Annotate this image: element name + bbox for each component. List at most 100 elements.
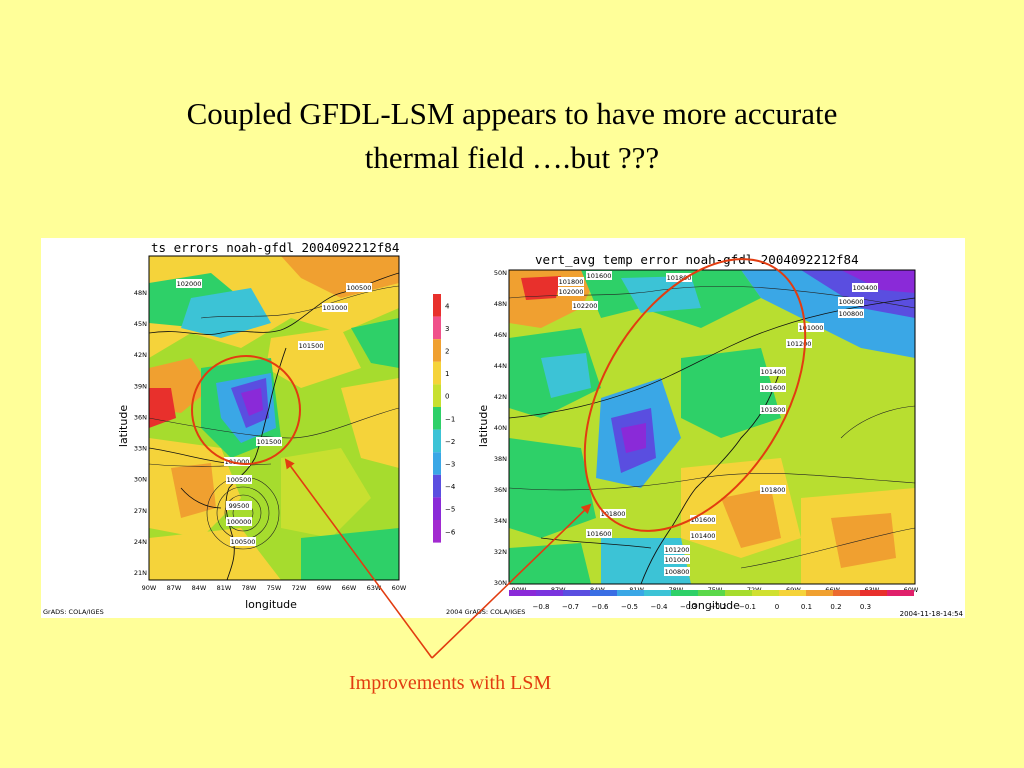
colorbar-tick-label: 0.1: [801, 603, 812, 611]
pressure-label: 101000: [665, 556, 690, 564]
lon-tick-label: 66W: [342, 584, 357, 592]
colorbar-tick-label: 2: [445, 348, 449, 356]
right-map-ylabel: latitude: [477, 405, 490, 447]
left-pressure-labels: 102000 100500 101000 101500 101500 101000 1005…: [176, 279, 372, 546]
colorbar-swatch: [433, 429, 441, 453]
pressure-label-box: [664, 545, 690, 554]
colorbar-swatch: [433, 384, 441, 407]
pressure-label-box: [690, 515, 716, 524]
pressure-label-box: [690, 531, 716, 540]
lat-tick-label: 44N: [494, 362, 507, 370]
pressure-label: 101000: [225, 458, 250, 466]
pressure-label-box: [226, 517, 252, 526]
colorbar-tick-label: −6: [445, 528, 456, 536]
lat-tick-label: 33N: [134, 445, 147, 453]
pressure-label-box: [298, 341, 324, 350]
pressure-label-box: [852, 283, 878, 292]
pressure-label-box: [226, 501, 252, 510]
colorbar-swatch: [433, 520, 441, 543]
left-colorbar: 4 3 2 1 0 −1 −2 −3 −4 −5 −6: [433, 294, 456, 543]
right-map: 1016001018001020001022001018001004001006…: [446, 252, 964, 618]
left-lon-ticks: 90W 87W 84W 81W 78W 75W 72W 69W 66W 63W 60W: [142, 584, 407, 592]
colorbar-tick-label: −4: [445, 483, 456, 491]
lat-tick-label: 32N: [494, 548, 507, 556]
colorbar-swatch: [590, 590, 617, 596]
colorbar-swatch: [860, 590, 887, 596]
left-map-field: [149, 256, 399, 580]
lat-tick-label: 21N: [134, 569, 147, 577]
lat-tick-label: 30N: [494, 579, 507, 587]
left-map-ylabel: latitude: [117, 405, 130, 447]
pressure-label-box: [230, 537, 256, 546]
lon-tick-label: 69W: [317, 584, 332, 592]
pressure-label-box: [838, 309, 864, 318]
lon-tick-label: 72W: [292, 584, 307, 592]
right-highlight-ellipse: [583, 258, 807, 532]
lon-tick-label: 78W: [242, 584, 257, 592]
colorbar-swatch: [887, 590, 914, 596]
colorbar-tick-label: −5: [445, 506, 455, 514]
colorbar-tick-label: −0.5: [621, 603, 638, 611]
colorbar-swatch: [433, 407, 441, 430]
pressure-label: 101500: [299, 342, 324, 350]
colorbar-swatch: [433, 452, 441, 475]
colorbar-tick-label: 0: [775, 603, 779, 611]
pressure-label: 101800: [667, 274, 692, 282]
colorbar-swatch: [433, 294, 441, 317]
arrow-to-right-map: [431, 503, 592, 659]
pressure-label-box: [760, 405, 786, 414]
pressure-label: 100000: [227, 518, 252, 526]
pressure-label: 101200: [665, 546, 690, 554]
lat-tick-label: 27N: [134, 507, 147, 515]
colorbar-tick-label: −0.7: [562, 603, 579, 611]
colorbar-tick-label: −0.6: [592, 603, 610, 611]
pressure-label: 100500: [227, 476, 252, 484]
left-map-credit: GrADS: COLA/IGES: [43, 608, 104, 616]
pressure-label-box: [224, 457, 250, 466]
colorbar-swatch: [725, 590, 752, 596]
left-map-xlabel: longitude: [245, 598, 297, 611]
pressure-label: 100500: [231, 538, 256, 546]
lat-tick-label: 38N: [494, 455, 507, 463]
colorbar-tick-label: −2: [445, 438, 455, 446]
colorbar-tick-label: 0.2: [830, 603, 841, 611]
colorbar-swatch: [752, 590, 779, 596]
colorbar-swatch: [617, 590, 644, 596]
colorbar-swatch: [433, 361, 441, 385]
slide-title: Coupled GFDL-LSM appears to have more ac…: [40, 92, 984, 180]
right-map-timestamp: 2004-11-18-14:54: [900, 610, 964, 618]
pressure-label-box: [666, 273, 692, 282]
right-colorbar: −0.8 −0.7 −0.6 −0.5 −0.4 −0.3 −0.2 −0.1 0 0.1 0.2 0…: [509, 590, 914, 611]
lat-tick-label: 42N: [134, 351, 147, 359]
pressure-label: 101800: [559, 278, 584, 286]
lon-tick-label: 81W: [217, 584, 232, 592]
title-line-2: thermal field ….but ???: [364, 140, 660, 175]
lat-tick-label: 50N: [494, 269, 507, 277]
right-map-title: vert_avg temp error noah-gfdl 2004092212…: [535, 252, 859, 267]
lon-tick-label: 75W: [267, 584, 282, 592]
pressure-label: 100400: [853, 284, 878, 292]
pressure-label: 101800: [761, 406, 786, 414]
pressure-label-box: [664, 555, 690, 564]
pressure-label-box: [586, 529, 612, 538]
pressure-label: 99500: [229, 502, 250, 510]
lat-tick-label: 34N: [494, 517, 507, 525]
colorbar-tick-label: 3: [445, 325, 449, 333]
pressure-label-box: [586, 271, 612, 280]
pressure-label: 101600: [587, 272, 612, 280]
right-lat-ticks: 50N 48N 46N 44N 42N 40N 38N 36N 34N 32N 30N: [494, 269, 507, 587]
pressure-label: 101400: [691, 532, 716, 540]
colorbar-swatch: [433, 339, 441, 362]
annotation-caption: Improvements with LSM: [349, 672, 552, 694]
lat-tick-label: 45N: [134, 320, 147, 328]
pressure-label: 101500: [257, 438, 282, 446]
pressure-label: 101600: [587, 530, 612, 538]
pressure-label-box: [664, 567, 690, 576]
colorbar-swatch: [833, 590, 860, 596]
colorbar-swatch: [433, 497, 441, 520]
pressure-label-box: [786, 339, 812, 348]
left-lat-ticks: 48N 45N 42N 39N 36N 33N 30N 27N 24N 21N: [134, 289, 147, 577]
pressure-label-box: [572, 301, 598, 310]
arrow-to-left-map: [284, 458, 433, 659]
